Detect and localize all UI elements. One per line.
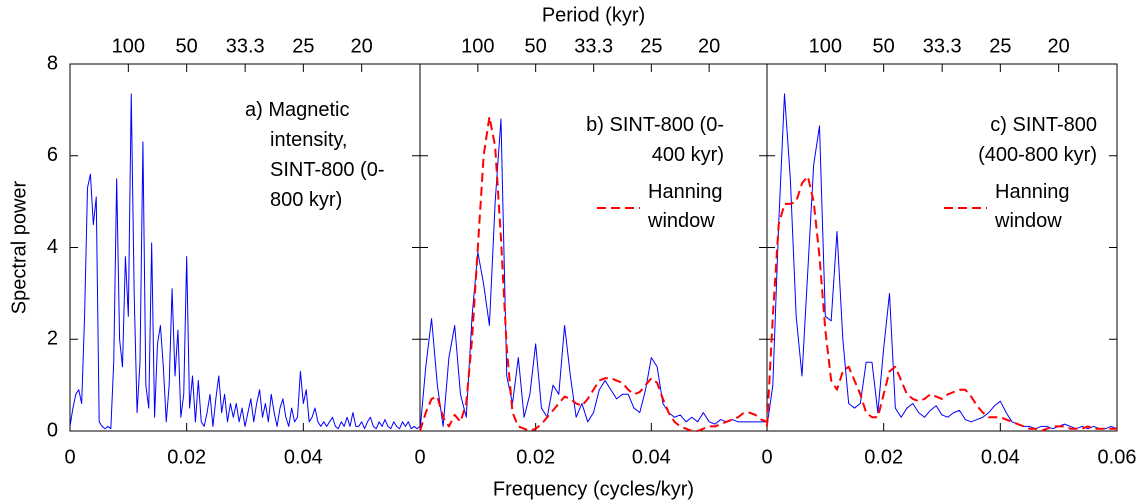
y-axis-label: Spectral power: [8, 180, 30, 314]
x-tick-label: 0.04: [632, 446, 671, 468]
x2-tick-label: 33.3: [574, 35, 613, 57]
x2-tick-label: 20: [698, 35, 720, 57]
y-tick-label: 8: [47, 52, 58, 74]
x2-tick-label: 25: [292, 35, 314, 57]
x2-tick-label: 50: [525, 35, 547, 57]
legend-label: Hanning window: [648, 181, 723, 232]
x-axis-label: Frequency (cycles/kyr): [493, 478, 694, 500]
annotation: a) Magnetic intensity, SINT-800 (0-800 k…: [245, 99, 385, 211]
spectrum-line: [69, 93, 421, 430]
x2-axis-label: Period (kyr): [542, 4, 645, 26]
x2-tick-label: 20: [351, 35, 373, 57]
x-tick-label: 0: [414, 446, 425, 468]
x2-tick-label: 50: [873, 35, 895, 57]
dashed-line: [766, 175, 1117, 432]
annotation: b) SINT-800 (0-400 kyr): [586, 114, 724, 166]
y-tick-label: 0: [47, 419, 58, 441]
x-tick-label: 0.06: [1098, 446, 1137, 468]
x2-tick-label: 33.3: [226, 35, 265, 57]
spectrum-line: [419, 118, 767, 432]
x2-tick-label: 25: [640, 35, 662, 57]
x-tick-label: 0.02: [864, 446, 903, 468]
x2-tick-label: 100: [809, 35, 842, 57]
x-tick-label: 0.04: [284, 446, 323, 468]
x-tick-label: 0.04: [981, 446, 1020, 468]
x2-tick-label: 33.3: [923, 35, 962, 57]
y-tick-label: 2: [47, 328, 58, 350]
x2-tick-label: 100: [461, 35, 494, 57]
legend-label: Hanning window: [995, 181, 1070, 232]
x-tick-label: 0.02: [167, 446, 206, 468]
x2-tick-label: 100: [112, 35, 145, 57]
y-tick-label: 6: [47, 144, 58, 166]
x2-tick-label: 50: [176, 35, 198, 57]
x-tick-label: 0: [761, 446, 772, 468]
y-tick-label: 4: [47, 236, 58, 258]
annotation: c) SINT-800 (400-800 kyr): [978, 114, 1097, 166]
x2-tick-label: 20: [1048, 35, 1070, 57]
dashed-line: [419, 115, 768, 432]
x-tick-label: 0: [64, 446, 75, 468]
x-tick-label: 0.02: [516, 446, 555, 468]
x2-tick-label: 25: [989, 35, 1011, 57]
